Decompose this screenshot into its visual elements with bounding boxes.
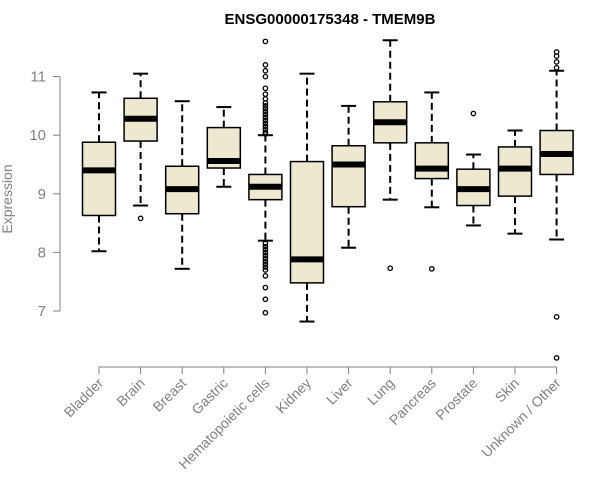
outlier-point (262, 272, 269, 279)
outlier-point (262, 123, 269, 130)
y-tick-label: 8 (38, 244, 46, 261)
outlier-point (262, 131, 269, 137)
outlier-point (262, 62, 269, 68)
outlier-point (262, 243, 269, 250)
outlier-point (262, 105, 269, 112)
y-tick-label: 7 (38, 303, 46, 320)
outlier-point (262, 309, 269, 316)
iqr-box (331, 144, 366, 208)
box-breast (164, 100, 200, 270)
outlier-point (262, 73, 269, 80)
x-tick-label: Unknown / Other (478, 375, 564, 461)
outlier-point (262, 258, 269, 265)
outlier-point (262, 264, 269, 270)
boxes-group (81, 38, 574, 361)
x-tick-label: Bladder (61, 375, 107, 421)
box-skin (497, 129, 533, 235)
outlier-point (262, 111, 269, 118)
outlier-point (553, 355, 560, 361)
outlier-point (262, 67, 269, 74)
box-kidney (289, 72, 325, 323)
outlier-point (262, 100, 269, 106)
iqr-box (81, 141, 117, 217)
outlier-point (262, 91, 269, 98)
y-tick-label: 10 (29, 127, 46, 144)
chart-title: ENSG00000175348 - TMEM9B (225, 11, 436, 28)
y-axis: 7 8 9 10 11 (29, 69, 61, 320)
box-pancreas (414, 91, 450, 272)
iqr-box (414, 142, 450, 180)
box-hematopoietic-cells (248, 38, 283, 316)
outlier-point (262, 261, 269, 267)
outlier-point (137, 215, 144, 222)
y-tick-label: 11 (30, 69, 46, 86)
outlier-point (262, 252, 269, 259)
outlier-point (262, 249, 269, 256)
x-tick-label: Prostate (432, 375, 480, 423)
box-liver (331, 104, 366, 249)
outlier-point (553, 64, 560, 71)
outlier-point (262, 267, 269, 273)
x-tick-label: Lung (364, 375, 397, 408)
outlier-point (262, 38, 269, 45)
y-axis-label: Expression (0, 164, 15, 233)
box-prostate (456, 110, 491, 227)
x-tick-label: Skin (492, 375, 523, 406)
iqr-box (289, 160, 325, 284)
outlier-point (262, 240, 269, 247)
outlier-point (262, 85, 269, 92)
outlier-point (262, 103, 269, 109)
outlier-point (387, 265, 394, 272)
outlier-point (262, 114, 269, 121)
box-bladder (81, 91, 117, 253)
box-unknown-other (539, 49, 574, 361)
outlier-point (262, 120, 269, 127)
x-tick-label: Liver (323, 375, 356, 408)
outlier-point (553, 59, 560, 65)
outlier-point (262, 246, 269, 253)
box-lung (372, 39, 408, 272)
y-tick-label: 9 (38, 186, 46, 203)
outlier-point (262, 108, 269, 115)
outlier-point (262, 284, 269, 291)
outlier-point (262, 117, 269, 124)
x-tick-label: Breast (149, 375, 189, 415)
outlier-point (470, 110, 477, 117)
outlier-point (553, 53, 560, 59)
outlier-point (553, 314, 560, 320)
box-brain (123, 72, 158, 222)
outlier-point (262, 255, 269, 262)
x-tick-label: Kidney (273, 375, 315, 417)
box-gastric (206, 106, 242, 188)
x-tick-label: Brain (113, 375, 147, 409)
outlier-point (262, 296, 269, 303)
outlier-point (428, 265, 435, 272)
